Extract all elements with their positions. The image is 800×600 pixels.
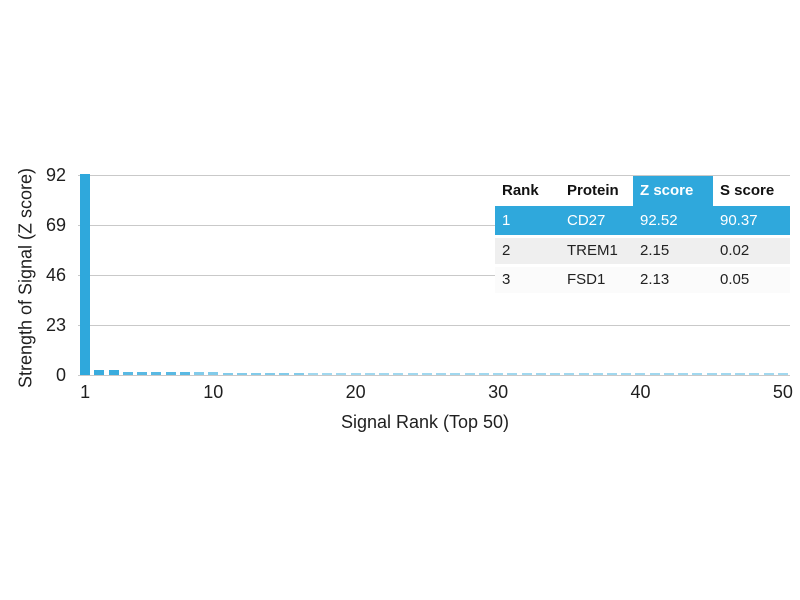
bar-rank-50: [777, 372, 788, 375]
bar-rank-49: [763, 372, 774, 375]
x-tick-label: 30: [488, 382, 509, 402]
y-tick-label: 69: [45, 215, 66, 235]
x-tick-label: 50: [772, 382, 793, 402]
protein-rank-table: Rank Protein Z score S score 1 CD27 92.52 90.37…: [495, 176, 790, 293]
bar-rank-34: [550, 372, 561, 375]
x-tick-label: 40: [630, 382, 651, 402]
bar-rank-30: [493, 372, 504, 375]
gridline: [78, 225, 790, 226]
bar-rank-18: [322, 372, 333, 375]
table-cell: 1: [502, 212, 511, 229]
bar-rank-27: [450, 372, 461, 375]
x-tick-label: 10: [203, 382, 224, 402]
bar-rank-31: [507, 372, 518, 375]
bar-rank-44: [692, 372, 703, 375]
table-row: 3 FSD1 2.13 0.05: [495, 264, 790, 293]
table-cell: CD27: [567, 212, 606, 229]
bar-rank-9: [194, 372, 205, 375]
bar-rank-17: [307, 372, 318, 375]
y-axis-tick-labels: 0 23 46 69 92: [0, 165, 66, 385]
x-tick-label: 20: [345, 382, 366, 402]
bar-rank-15: [279, 372, 290, 375]
bar-rank-20: [350, 372, 361, 375]
bar-rank-41: [649, 372, 660, 375]
bar-rank-40: [635, 372, 646, 375]
bar-rank-23: [393, 372, 404, 375]
bar-rank-29: [478, 372, 489, 375]
table-cell: 90.37: [720, 212, 758, 229]
bar-rank-22: [379, 372, 390, 375]
y-tick-label: 0: [55, 365, 66, 385]
bar-rank-1: [80, 173, 91, 375]
table-cell: 2.15: [640, 242, 670, 259]
bar-rank-6: [151, 372, 162, 375]
y-tick-label: 46: [45, 265, 66, 285]
bar-rank-38: [607, 372, 617, 375]
table-cell: 2.13: [640, 271, 670, 288]
bar-rank-28: [464, 372, 475, 375]
bar-rank-36: [578, 372, 589, 375]
bar-rank-24: [407, 372, 418, 375]
bar-rank-46: [720, 372, 731, 375]
table-header-cell: Protein: [567, 182, 619, 199]
bar-rank-45: [706, 372, 717, 375]
gridline: [78, 375, 790, 376]
bar-rank-26: [436, 372, 447, 375]
bar-rank-43: [678, 372, 689, 375]
gridline: [78, 175, 790, 176]
x-axis-title: Signal Rank (Top 50): [340, 412, 510, 432]
table-cell: 92.52: [640, 212, 678, 229]
x-axis-tick-labels: 1 10 20 30 40 50: [78, 381, 793, 403]
bar-rank-21: [364, 372, 375, 375]
x-tick-label: 1: [80, 382, 91, 402]
table-cell: 3: [502, 271, 511, 288]
bar-rank-8: [179, 372, 190, 375]
table-cell: 0.02: [720, 242, 750, 259]
y-tick-label: 92: [45, 165, 66, 185]
bar-rank-16: [293, 372, 304, 375]
bar-rank-33: [535, 372, 546, 375]
bar-rank-48: [749, 372, 760, 375]
table-header-cell: Rank: [502, 182, 539, 199]
bar-rank-39: [621, 372, 632, 375]
bar-rank-13: [251, 372, 261, 375]
bar-rank-11: [222, 372, 233, 375]
bar-rank-19: [336, 372, 347, 375]
y-tick-label: 23: [45, 315, 66, 335]
bar-rank-25: [421, 372, 432, 375]
table-row: 2 TREM1 2.15 0.02: [495, 235, 790, 264]
gridline: [78, 325, 790, 326]
plot-area: [78, 173, 790, 376]
bar-rank-42: [663, 372, 674, 375]
table-row: 1 CD27 92.52 90.37: [495, 206, 790, 235]
bar-rank-5: [137, 372, 148, 375]
gridline: [78, 275, 790, 276]
table-header-row: Rank Protein Z score S score: [495, 176, 790, 206]
bar-rank-4: [122, 372, 133, 375]
table-cell: 2: [502, 242, 511, 259]
bar-rank-2: [94, 370, 105, 375]
bar-rank-14: [265, 372, 276, 375]
table-cell: FSD1: [567, 271, 606, 288]
bar-rank-37: [592, 372, 603, 375]
bar-rank-35: [564, 372, 575, 375]
bar-rank-10: [208, 372, 219, 375]
bar-rank-32: [521, 372, 532, 375]
bar-rank-12: [236, 372, 247, 375]
table-cell: 0.05: [720, 271, 750, 288]
bar-rank-3: [108, 370, 119, 375]
table-cell: TREM1: [567, 242, 618, 259]
bar-rank-47: [735, 372, 746, 375]
table-header-cell: S score: [720, 182, 775, 199]
table-header-cell: Z score: [633, 176, 713, 206]
bar-rank-7: [165, 372, 176, 375]
